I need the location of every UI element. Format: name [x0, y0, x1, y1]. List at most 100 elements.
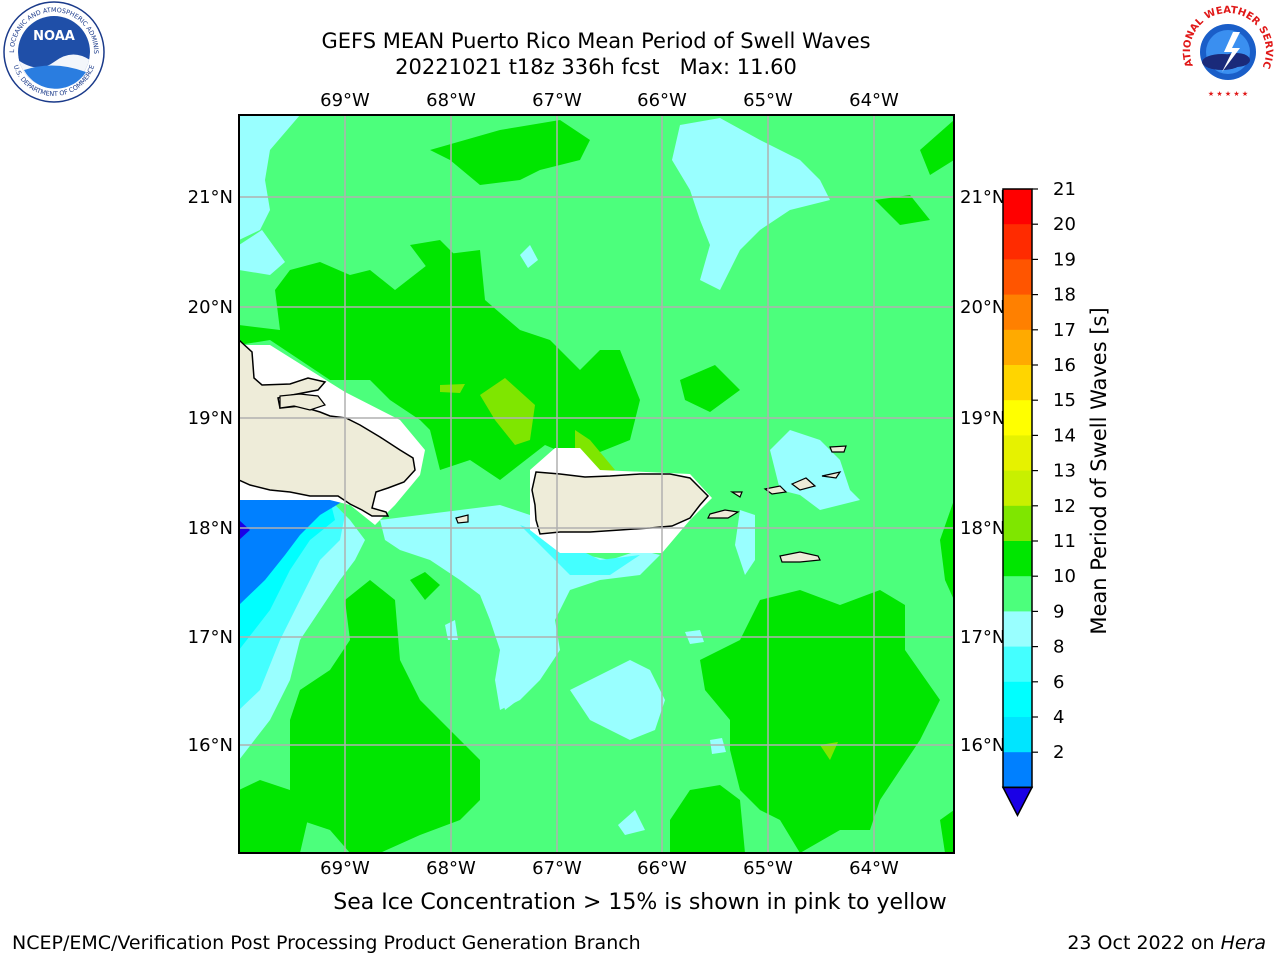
land-vieques: [707, 509, 740, 519]
colorbar-tick-label: 2: [1053, 742, 1064, 763]
lon-label: 69°W: [320, 858, 370, 879]
field-10-11-patch: [430, 120, 590, 185]
colorbar-tick-label: 17: [1053, 320, 1076, 341]
field-8-9-patch: [710, 738, 726, 754]
lon-label: 66°W: [637, 90, 687, 111]
chart-title-line1: GEFS MEAN Puerto Rico Mean Period of Swe…: [321, 29, 871, 53]
noaa-logo: NATIONAL OCEANIC AND ATMOSPHERIC ADMINIS…: [2, 0, 105, 103]
colorbar-segment: [1003, 400, 1032, 436]
colorbar-tick-label: 20: [1053, 214, 1076, 235]
lon-label: 64°W: [849, 858, 899, 879]
field-10-11-patch: [410, 572, 440, 600]
field-11-12-patch: [820, 742, 838, 760]
field-8-9-patch: [735, 510, 755, 575]
footer-date-text: 23 Oct 2022 on: [1067, 932, 1221, 954]
field-10-11-east-patch: [700, 590, 940, 853]
lat-label: 16°N: [188, 735, 233, 756]
chart-title-line2: 20221021 t18z 336h fcst Max: 11.60: [395, 55, 797, 79]
grid-lines: [239, 115, 954, 853]
map-frame: [238, 114, 955, 854]
colorbar-segment: [1003, 435, 1032, 472]
colorbar-tick-label: 6: [1053, 672, 1064, 693]
lat-label: 21°N: [188, 187, 233, 208]
field-8-9-east-north: [672, 118, 830, 290]
field-below-2: [239, 520, 250, 540]
lat-label: 17°N: [188, 627, 233, 648]
colorbar-tick-label: 19: [1053, 249, 1076, 270]
colorbar-segment: [1003, 259, 1032, 296]
field-10-11-patch: [920, 120, 954, 175]
colorbar-tick-label: 15: [1053, 390, 1076, 411]
colorbar-segment: [1003, 646, 1032, 683]
colorbar-tick-label: 4: [1053, 707, 1064, 728]
sea-ice-note: Sea Ice Concentration > 15% is shown in …: [333, 890, 947, 915]
lat-label: 21°N: [960, 187, 1005, 208]
lon-label: 68°W: [426, 90, 476, 111]
land-culebra: [729, 491, 743, 498]
nws-logo: NATIONAL WEATHER SERVICE ★ ★ ★ ★ ★: [1178, 2, 1276, 100]
lat-label: 18°N: [960, 518, 1005, 539]
lat-label: 19°N: [960, 408, 1005, 429]
svg-text:★ ★ ★ ★ ★: ★ ★ ★ ★ ★: [1208, 90, 1248, 98]
lon-label: 64°W: [849, 90, 899, 111]
colorbar: 21 20 19 18 17 16 15 14 13 12 11 10 9 8 6 4 2: [1001, 179, 1076, 818]
lon-label: 65°W: [743, 858, 793, 879]
lon-label: 68°W: [426, 858, 476, 879]
lat-labels-left: 21°N 20°N 19°N 18°N 17°N 16°N: [188, 187, 233, 756]
field-10-11-patch: [239, 780, 310, 853]
colorbar-segment: [1003, 224, 1032, 260]
land-st-croix: [779, 551, 821, 563]
land-tortola: [821, 471, 842, 479]
field-10-11-patch: [680, 365, 740, 412]
lat-label: 17°N: [960, 627, 1005, 648]
lon-label: 66°W: [637, 858, 687, 879]
colorbar-segment: [1003, 681, 1032, 718]
colorbar-segment: [1003, 470, 1032, 507]
colorbar-tick-label: 8: [1053, 637, 1064, 658]
field-2-4: [239, 500, 345, 605]
colorbar-segment: [1003, 541, 1032, 577]
footer-date: 23 Oct 2022 on Hera: [1067, 932, 1266, 954]
field-8-9-patch: [520, 245, 538, 268]
lon-labels-top: 69°W 68°W 67°W 66°W 65°W 64°W: [320, 90, 899, 111]
lat-labels-right: 21°N 20°N 19°N 18°N 17°N 16°N: [960, 187, 1005, 756]
colorbar-segment: [1003, 365, 1032, 401]
lon-label: 67°W: [532, 90, 582, 111]
lon-label: 65°W: [743, 90, 793, 111]
field-10-11-south-patch: [290, 580, 480, 853]
field-8-9-patch: [239, 115, 300, 240]
colorbar-outline: [1002, 188, 1033, 789]
lat-label: 20°N: [960, 297, 1005, 318]
lat-label: 16°N: [960, 735, 1005, 756]
colorbar-tick-label: 16: [1053, 355, 1076, 376]
lat-label: 18°N: [188, 518, 233, 539]
land-st-thomas: [763, 485, 788, 495]
field-8-9-patch: [570, 660, 665, 740]
lat-label: 19°N: [188, 408, 233, 429]
land-st-john: [790, 477, 817, 491]
colorbar-label: Mean Period of Swell Waves [s]: [1087, 307, 1111, 634]
field-10-11-patch: [940, 500, 954, 600]
field-11-12-patch: [480, 378, 535, 445]
field-8-9-patch: [618, 810, 645, 835]
colorbar-segment: [1003, 505, 1032, 542]
colorbar-segment: [1003, 329, 1032, 366]
colorbar-segment: [1003, 576, 1032, 612]
field-8-9-patch: [239, 230, 285, 275]
footer-host: Hera: [1220, 932, 1266, 954]
colorbar-segment: [1003, 611, 1032, 648]
colorbar-tick-label: 11: [1053, 531, 1076, 552]
land-hispaniola: [239, 338, 416, 517]
colorbar-tick-label: 14: [1053, 425, 1076, 446]
field-10-11-patch: [940, 810, 954, 853]
lon-label: 69°W: [320, 90, 370, 111]
field-10-11-patch: [875, 195, 930, 225]
colorbar-tick-label: 9: [1053, 601, 1064, 622]
colorbar-segment: [1003, 294, 1032, 331]
colorbar-segment: [1003, 752, 1032, 788]
land-mona-island: [455, 514, 469, 524]
field-8-9-patch: [770, 430, 860, 510]
field-11-12-patch: [575, 430, 615, 474]
footer-branch: NCEP/EMC/Verification Post Processing Pr…: [12, 932, 641, 954]
